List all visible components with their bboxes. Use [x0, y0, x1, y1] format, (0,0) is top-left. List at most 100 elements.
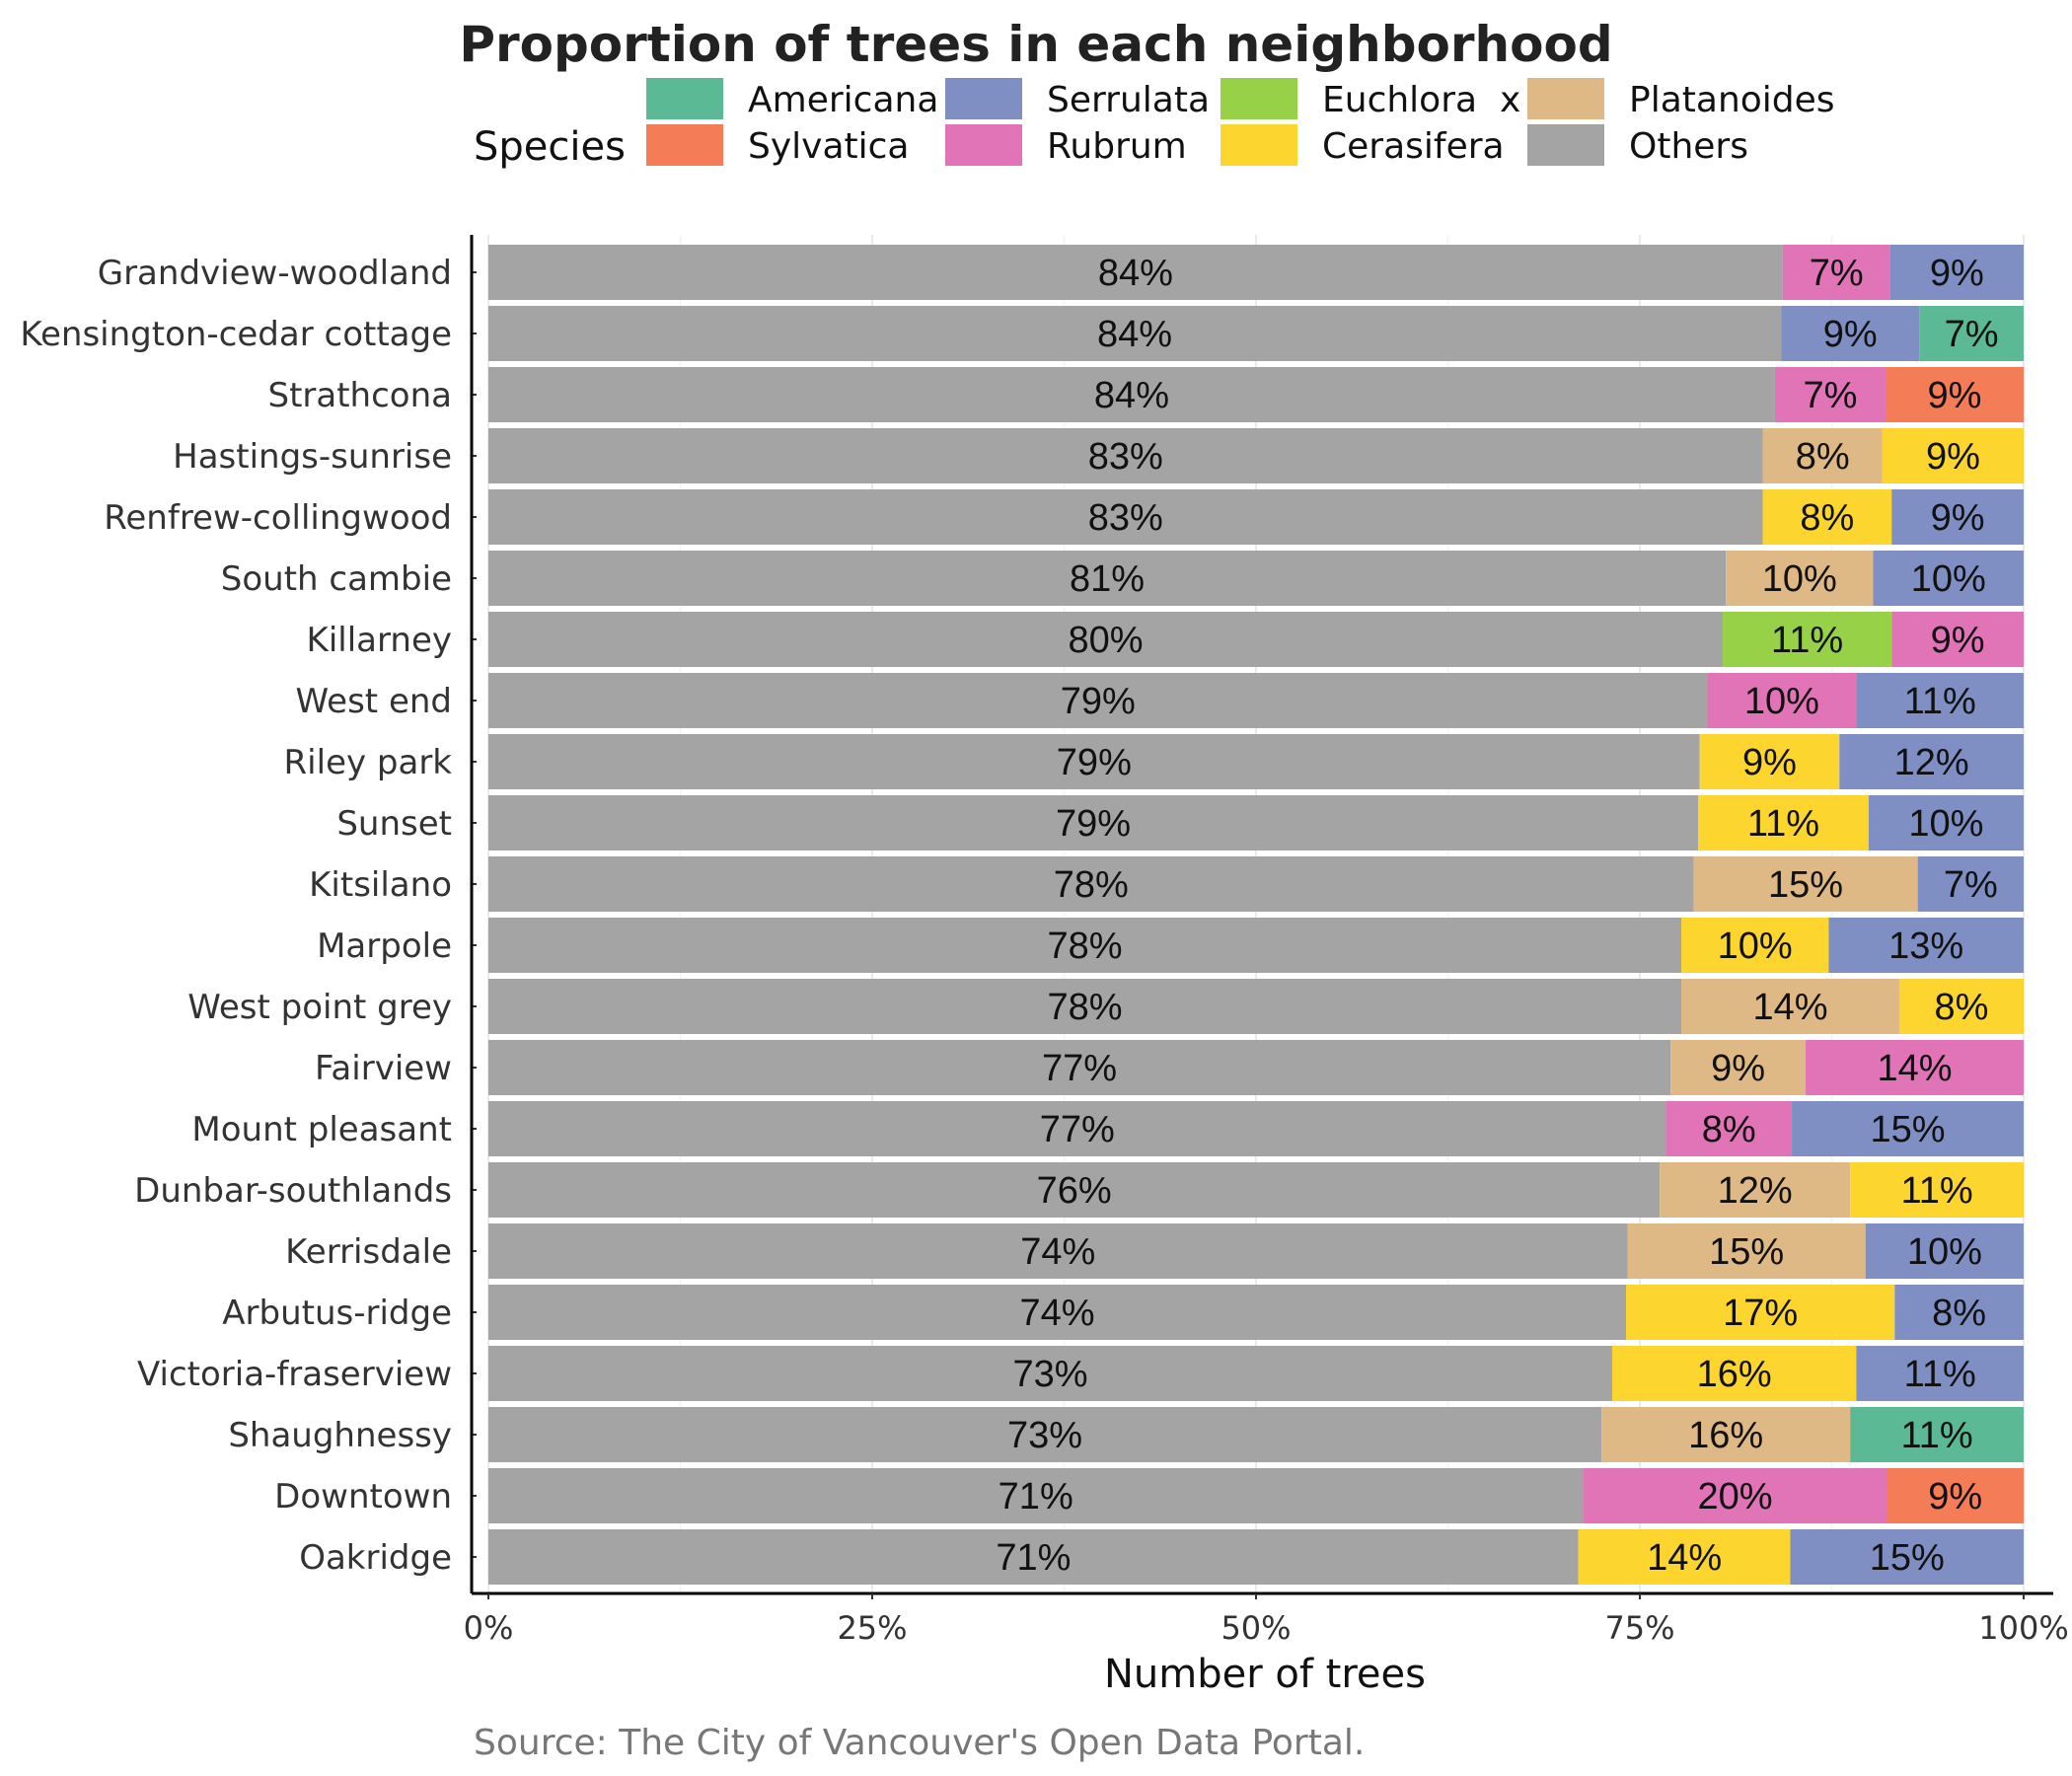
legend-label-rubrum: Rubrum [1047, 126, 1187, 167]
bar-label: 78% [1054, 864, 1129, 906]
bar-label: 77% [1040, 1109, 1115, 1150]
bar-segment-serrulata [1873, 551, 2024, 606]
bar-label: 8% [1796, 436, 1850, 478]
x-tick-label: 0% [464, 1609, 514, 1647]
bar-labels: 84% 7% 9% 84% 9% 7% 84% 7% 9% 83% 8% 9% 83% 8% 9% 81% 10… [996, 253, 1998, 1579]
bar-label: 78% [1047, 925, 1122, 967]
bar-segment-serrulata [1891, 489, 2024, 545]
bar-segment-others [488, 1468, 1584, 1523]
bar-label: 10% [1908, 803, 1983, 845]
bar-label: 7% [1810, 253, 1864, 294]
category-label: Kitsilano [309, 865, 452, 905]
bar-label: 80% [1068, 620, 1143, 661]
bar-label: 9% [1823, 314, 1878, 355]
bar-segment-serrulata [1792, 1101, 2024, 1156]
bar-segment-rubrum [1665, 1101, 1793, 1156]
bar-label: 14% [1647, 1537, 1722, 1579]
bar-segment-serrulata [1839, 734, 2024, 789]
legend-title: Species [474, 124, 626, 170]
bar-segment-serrulata [1868, 795, 2024, 851]
bar-label: 10% [1744, 681, 1819, 722]
category-label: South cambie [221, 559, 452, 599]
bar-label: 77% [1042, 1048, 1117, 1089]
category-label: Grandview-woodland [98, 254, 452, 293]
bar-label: 11% [1771, 620, 1843, 661]
bar-segment-others [488, 1285, 1626, 1340]
bar-segment-serrulata [1856, 1346, 2024, 1401]
bar-segment-serrulata [1865, 1223, 2024, 1279]
bar-label: 10% [1718, 925, 1793, 967]
bar-segment-serrulata [1894, 1285, 2024, 1340]
bar-segment-americana [1919, 306, 2024, 361]
chart-title: Proportion of trees in each neighborhood [459, 16, 1612, 73]
bar-segment-platanoides [1762, 428, 1883, 483]
x-tick-label: 100% [1978, 1609, 2068, 1647]
bar-segment-platanoides [1693, 856, 1918, 912]
bar-label: 84% [1098, 253, 1173, 294]
legend-swatch-euchlora-x [1221, 78, 1297, 119]
bar-segment-americana [1850, 1407, 2024, 1462]
legend-swatch-cerasifera [1221, 124, 1297, 166]
bar-segment-cerasifera [1850, 1162, 2024, 1218]
legend-label-sylvatica: Sylvatica [748, 126, 910, 167]
bar-segment-rubrum [1583, 1468, 1887, 1523]
legend-swatch-others [1527, 124, 1604, 166]
bar-label: 79% [1061, 681, 1136, 722]
bar-label: 9% [1930, 253, 1984, 294]
bar-segment-rubrum [1782, 245, 1890, 300]
bar-label: 12% [1894, 742, 1969, 783]
bar-segment-others [488, 1346, 1612, 1401]
bar-label: 11% [1900, 1170, 1972, 1212]
bar-segment-others [488, 856, 1694, 912]
category-label: Marpole [317, 926, 452, 966]
category-label: Renfrew-collingwood [104, 498, 452, 538]
bar-segment-others [488, 979, 1682, 1034]
bar-segment-serrulata [1781, 306, 1920, 361]
bar-label: 15% [1768, 864, 1843, 906]
bar-label: 17% [1723, 1293, 1798, 1334]
bar-label: 83% [1088, 436, 1163, 478]
category-label: Shaughnessy [228, 1416, 452, 1455]
x-axis: 0% 25% 50% 75% 100% [464, 1591, 2069, 1647]
bars [488, 245, 2024, 1585]
x-tick-label: 75% [1604, 1609, 1674, 1647]
legend-label-others: Others [1629, 126, 1748, 167]
bar-segment-platanoides [1681, 979, 1899, 1034]
bar-label: 8% [1935, 987, 1989, 1028]
bar-segment-cerasifera [1698, 795, 1869, 851]
bar-segment-others [488, 1162, 1661, 1218]
bar-segment-others [488, 1529, 1579, 1585]
bar-label: 9% [1928, 375, 1982, 416]
bar-segment-others [488, 795, 1699, 851]
bar-label: 13% [1888, 925, 1963, 967]
bar-label: 84% [1094, 375, 1169, 416]
bar-label: 76% [1037, 1170, 1112, 1212]
bar-label: 16% [1697, 1354, 1772, 1395]
bar-label: 8% [1800, 497, 1854, 539]
bar-segment-rubrum [1774, 367, 1886, 422]
bar-label: 7% [1944, 864, 1998, 906]
bar-segment-rubrum [1707, 673, 1857, 728]
legend-swatch-serrulata [945, 78, 1022, 119]
x-tick-label: 25% [837, 1609, 907, 1647]
bar-segment-sylvatica [1887, 1468, 2024, 1523]
category-label: Fairview [315, 1049, 452, 1088]
bar-segment-serrulata [1856, 673, 2024, 728]
legend-swatch-americana [646, 78, 723, 119]
bar-label: 9% [1931, 497, 1985, 539]
legend: Species Americana Serrulata Euchlora x Plat… [474, 78, 1835, 170]
legend-label-platanoides: Platanoides [1629, 80, 1835, 120]
bar-segment-others [488, 612, 1724, 667]
bar-label: 9% [1931, 620, 1985, 661]
category-label: Strathcona [268, 376, 453, 415]
category-label: Kerrisdale [285, 1232, 452, 1272]
bar-label: 71% [996, 1537, 1071, 1579]
legend-label-serrulata: Serrulata [1047, 80, 1210, 120]
bar-segment-others [488, 367, 1775, 422]
bar-segment-sylvatica [1885, 367, 2024, 422]
bar-segment-platanoides [1726, 551, 1874, 606]
bar-segment-others [488, 673, 1708, 728]
bar-segment-serrulata [1917, 856, 2024, 912]
bar-label: 11% [1904, 681, 1976, 722]
